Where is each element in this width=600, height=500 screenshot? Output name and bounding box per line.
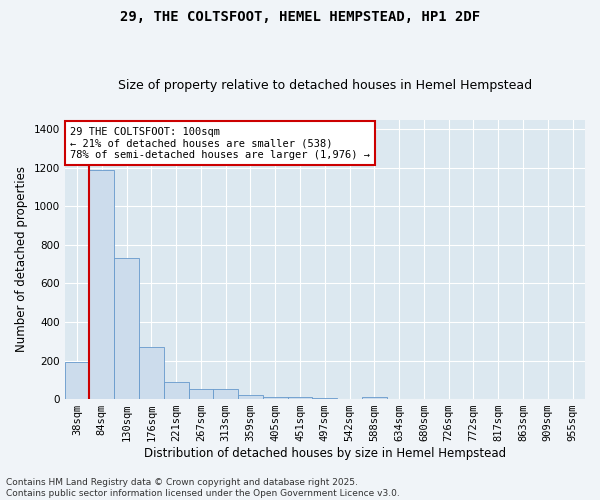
Y-axis label: Number of detached properties: Number of detached properties bbox=[15, 166, 28, 352]
Bar bbox=[89, 170, 114, 399]
Text: 29, THE COLTSFOOT, HEMEL HEMPSTEAD, HP1 2DF: 29, THE COLTSFOOT, HEMEL HEMPSTEAD, HP1 … bbox=[120, 10, 480, 24]
Bar bbox=[65, 362, 89, 399]
Bar bbox=[238, 395, 263, 399]
Bar bbox=[188, 390, 214, 399]
X-axis label: Distribution of detached houses by size in Hemel Hempstead: Distribution of detached houses by size … bbox=[144, 447, 506, 460]
Bar bbox=[114, 258, 139, 399]
Bar bbox=[263, 397, 287, 399]
Bar bbox=[164, 382, 188, 399]
Title: Size of property relative to detached houses in Hemel Hempstead: Size of property relative to detached ho… bbox=[118, 79, 532, 92]
Text: 29 THE COLTSFOOT: 100sqm
← 21% of detached houses are smaller (538)
78% of semi-: 29 THE COLTSFOOT: 100sqm ← 21% of detach… bbox=[70, 126, 370, 160]
Bar bbox=[313, 398, 337, 399]
Bar bbox=[214, 390, 238, 399]
Bar bbox=[287, 397, 313, 399]
Bar bbox=[139, 347, 164, 399]
Text: Contains HM Land Registry data © Crown copyright and database right 2025.
Contai: Contains HM Land Registry data © Crown c… bbox=[6, 478, 400, 498]
Bar bbox=[362, 397, 387, 399]
